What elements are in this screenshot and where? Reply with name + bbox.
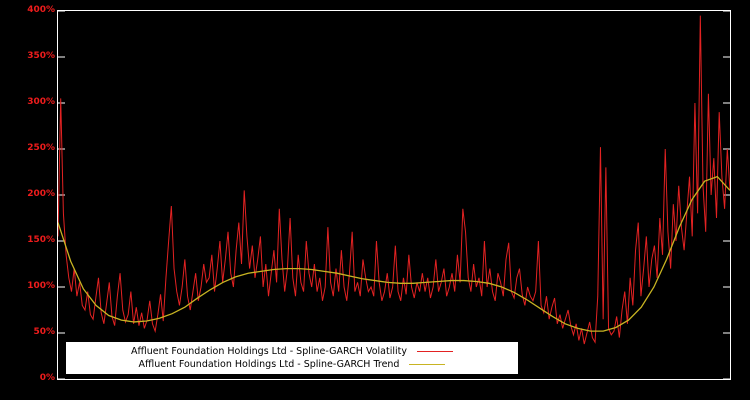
y-axis-tick-label: 300%	[27, 97, 55, 107]
volatility-line	[58, 15, 730, 345]
y-axis-tick-label: 50%	[33, 327, 55, 337]
trend-line	[58, 175, 730, 332]
y-axis-tick-label: 100%	[27, 281, 55, 291]
y-axis-tick-label: 350%	[27, 51, 55, 61]
legend-row-volatility: Affluent Foundation Holdings Ltd - Splin…	[72, 345, 512, 358]
y-axis-tick-label: 0%	[39, 373, 55, 383]
legend-line-sample-volatility	[416, 351, 453, 352]
y-axis-tick-label: 250%	[27, 143, 55, 153]
y-axis-tick-label: 400%	[27, 5, 55, 15]
chart-canvas	[58, 11, 730, 379]
legend-label-volatility: Affluent Foundation Holdings Ltd - Splin…	[131, 346, 407, 357]
y-axis-tick-label: 150%	[27, 235, 55, 245]
legend-label-trend: Affluent Foundation Holdings Ltd - Splin…	[138, 359, 400, 370]
legend: Affluent Foundation Holdings Ltd - Splin…	[66, 342, 518, 374]
legend-line-sample-trend	[409, 364, 446, 365]
y-axis-tick-label: 200%	[27, 189, 55, 199]
legend-row-trend: Affluent Foundation Holdings Ltd - Splin…	[72, 358, 512, 371]
plot-area: Affluent Foundation Holdings Ltd - Splin…	[57, 10, 731, 380]
